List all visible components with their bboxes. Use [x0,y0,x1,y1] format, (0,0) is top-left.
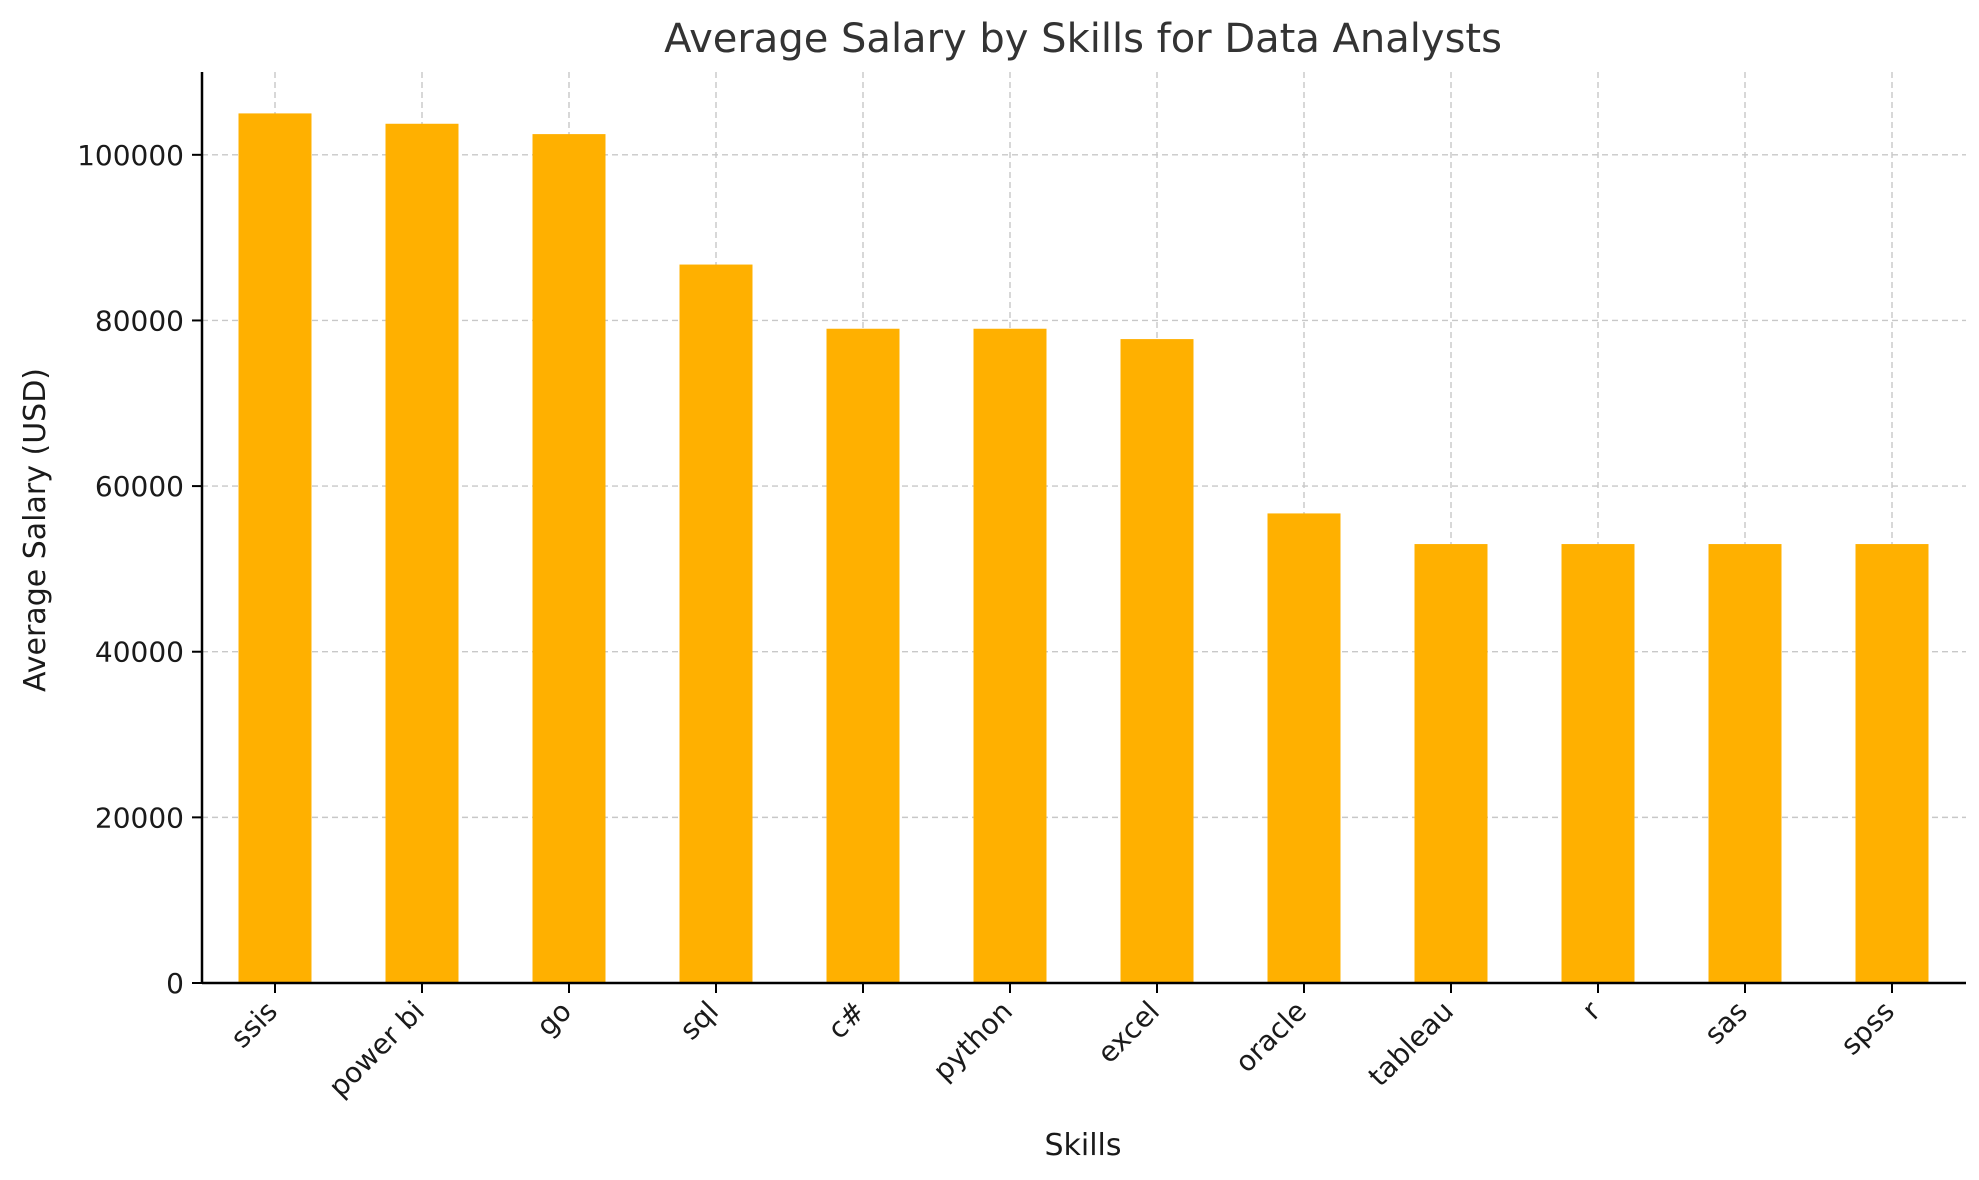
y-ticks: 0 20000 40000 60000 80000 100000 [77,139,202,1000]
bar-r [1561,544,1635,983]
y-axis-label: Average Salary (USD) [18,368,53,692]
y-tick-label: 60000 [95,470,184,503]
x-tick-label: ssis [224,995,284,1055]
bar-python [973,328,1047,984]
x-tick-label: excel [1091,995,1166,1070]
bars [238,113,1929,984]
chart-title: Average Salary by Skills for Data Analys… [664,16,1502,62]
y-tick-label: 40000 [95,636,184,669]
bar-power-bi [385,123,459,984]
bar-c- [826,328,900,984]
x-tick-label: sas [1698,995,1754,1051]
bar-go [532,134,606,983]
y-tick-label: 0 [166,967,184,1000]
grid-lines [202,72,1966,983]
y-tick-label: 80000 [95,304,184,337]
x-axis-label: Skills [1044,1128,1121,1163]
y-tick-label: 100000 [77,139,184,172]
y-tick-label: 20000 [95,801,184,834]
bar-excel [1120,339,1194,983]
bar-ssis [238,113,312,984]
x-tick-label: sql [673,995,725,1047]
axes [200,72,1966,985]
x-tick-label: c# [821,995,872,1046]
bar-sas [1708,544,1782,983]
bar-sql [679,264,753,984]
x-ticks: ssis power bi go sql c# python excel oracle tabl… [224,983,1901,1104]
x-tick-label: spss [1834,995,1901,1062]
x-tick-label: oracle [1229,995,1313,1079]
x-tick-label: tableau [1362,995,1460,1093]
x-tick-label: python [926,995,1019,1088]
x-tick-label: r [1575,994,1607,1026]
bar-tableau [1414,544,1488,983]
bar-oracle [1267,513,1341,983]
x-tick-label: power bi [322,995,431,1104]
bar-spss [1855,544,1929,983]
x-tick-label: go [530,995,578,1043]
